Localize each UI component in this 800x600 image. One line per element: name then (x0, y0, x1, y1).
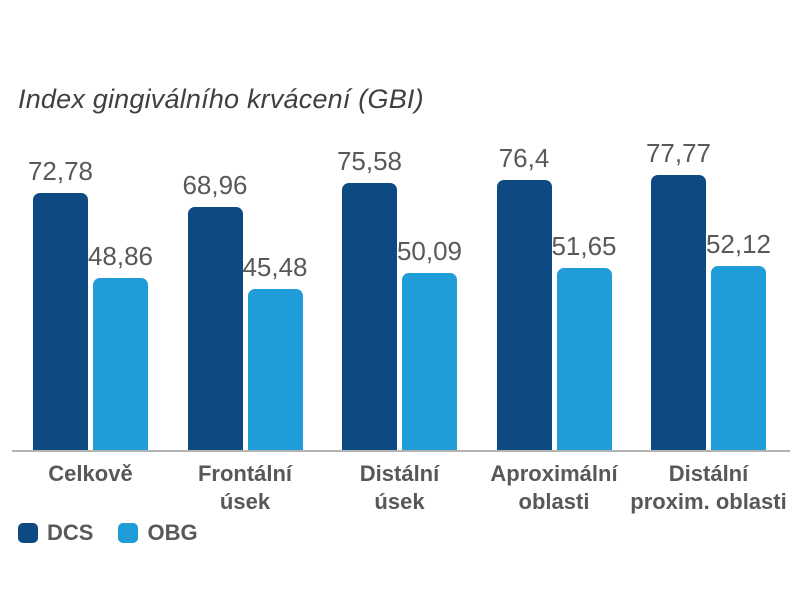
value-label-obg-group3: 50,09 (396, 236, 463, 266)
category-label-group2: Frontální úsek (197, 461, 293, 514)
bar-obg-group5 (711, 266, 766, 450)
value-label-obg-group2: 45,48 (242, 252, 308, 282)
legend-item-obg: OBG (118, 520, 198, 546)
value-label-dcs-group5: 77,77 (645, 138, 712, 168)
bar-dcs-group1 (33, 193, 88, 450)
value-label-dcs-group2: 68,96 (182, 170, 248, 200)
legend-item-dcs: DCS (18, 520, 93, 546)
bar-dcs-group5 (651, 175, 706, 450)
legend-label-dcs: DCS (47, 520, 94, 545)
bar-obg-group4 (556, 268, 612, 450)
value-label-dcs-group3: 75,58 (336, 146, 403, 176)
x-axis-line (12, 450, 790, 452)
category-label-group4: Aproximální oblasti (490, 461, 618, 514)
value-label-dcs-group1: 72,78 (27, 156, 94, 186)
bar-obg-group1 (93, 278, 148, 450)
category-label-group1: Celkově (48, 461, 133, 486)
value-label-obg-group1: 48,86 (87, 241, 154, 271)
chart-title: Index gingiválního krvácení (GBI) (18, 84, 424, 114)
bar-dcs-group4 (496, 180, 552, 450)
legend-swatch-dcs (18, 523, 38, 543)
bar-dcs-group3 (342, 183, 397, 450)
category-label-group5: Distální proxim. oblasti (630, 461, 787, 514)
bar-obg-group2 (247, 289, 303, 450)
bar-dcs-group2 (187, 207, 243, 450)
chart-legend: DCS OBG (18, 520, 198, 546)
category-label-group3: Distální úsek (359, 461, 440, 514)
value-label-dcs-group4: 76,4 (498, 143, 550, 173)
legend-label-obg: OBG (147, 520, 198, 545)
value-label-obg-group5: 52,12 (705, 229, 772, 259)
value-label-obg-group4: 51,65 (551, 231, 617, 261)
legend-swatch-obg (118, 523, 139, 543)
bar-obg-group3 (402, 273, 457, 450)
